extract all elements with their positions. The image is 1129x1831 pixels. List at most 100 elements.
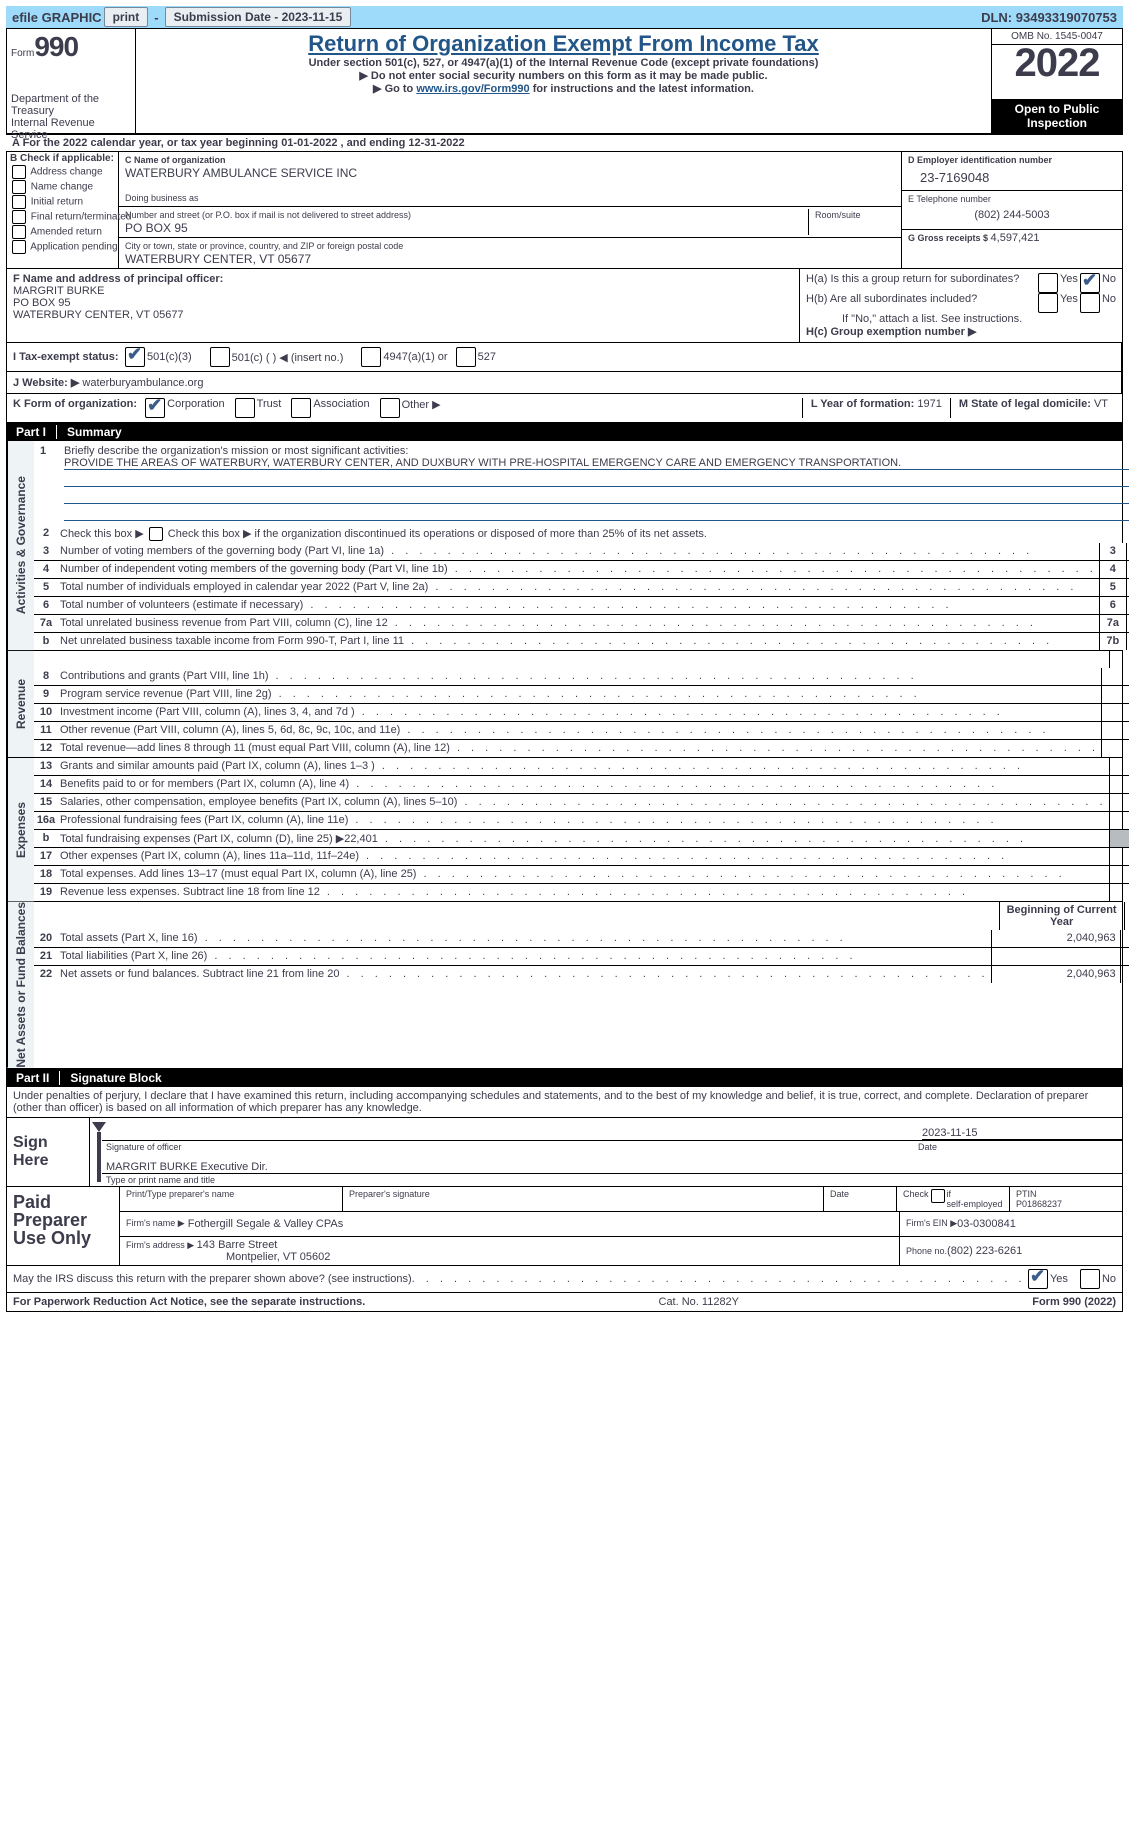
- checkbox-association[interactable]: [291, 398, 311, 418]
- efile-label: efile GRAPHIC: [12, 10, 102, 25]
- open-inspection: Open to Public Inspection: [992, 99, 1122, 133]
- line-22: 22 Net assets or fund balances. Subtract…: [34, 965, 1129, 983]
- governance-section: Activities & Governance 1 Briefly descri…: [6, 441, 1123, 651]
- checkbox-initial-return[interactable]: [12, 195, 26, 209]
- penalty-statement: Under penalties of perjury, I declare th…: [6, 1087, 1123, 1118]
- line-20: 20 Total assets (Part X, line 16) 2,040,…: [34, 930, 1129, 947]
- gov-line-6: 6 Total number of volunteers (estimate i…: [34, 596, 1129, 614]
- checkbox-ha-no[interactable]: ✔: [1080, 273, 1100, 293]
- form-header: Form990 Department of the Treasury Inter…: [6, 28, 1123, 135]
- ein-value: 23-7169048: [908, 166, 1116, 185]
- checkbox-ha-yes[interactable]: [1038, 273, 1058, 293]
- omb-block: OMB No. 1545-0047 2022 Open to Public In…: [991, 29, 1122, 133]
- checkbox-discuss-no[interactable]: [1080, 1269, 1100, 1289]
- footer-cat: Cat. No. 11282Y: [659, 1296, 740, 1308]
- firm-ein: 03-0300841: [957, 1218, 1016, 1230]
- line-15: 15 Salaries, other compensation, employe…: [34, 793, 1129, 811]
- line-b: b Total fundraising expenses (Part IX, c…: [34, 829, 1129, 847]
- checkbox-amended[interactable]: [12, 225, 26, 239]
- net-assets-section: Net Assets or Fund Balances Beginning of…: [6, 902, 1123, 1069]
- org-address: PO BOX 95: [125, 221, 808, 235]
- checkbox-name-change[interactable]: [12, 180, 26, 194]
- website-value: waterburyambulance.org: [82, 377, 203, 389]
- sign-here-label: Sign Here: [7, 1118, 90, 1186]
- checkbox-address-change[interactable]: [12, 165, 26, 179]
- org-name: WATERBURY AMBULANCE SERVICE INC: [125, 166, 895, 180]
- irs-label: Internal Revenue Service: [11, 117, 131, 141]
- line-12: 12 Total revenue—add lines 8 through 11 …: [34, 739, 1129, 757]
- line-11: 11 Other revenue (Part VIII, column (A),…: [34, 721, 1129, 739]
- year-formation: 1971: [917, 398, 941, 410]
- ptin-value: P01868237: [1016, 1199, 1062, 1209]
- line-21: 21 Total liabilities (Part X, line 26) 0: [34, 947, 1129, 965]
- part-2-header: Part II Signature Block: [6, 1069, 1123, 1087]
- checkbox-501c[interactable]: [210, 347, 230, 367]
- line-17: 17 Other expenses (Part IX, column (A), …: [34, 847, 1129, 865]
- firm-phone: (802) 223-6261: [947, 1245, 1022, 1257]
- checkbox-corporation[interactable]: ✔: [145, 398, 165, 418]
- checkbox-other[interactable]: [380, 398, 400, 418]
- checkbox-self-employed[interactable]: [931, 1189, 945, 1203]
- tax-year: 2022: [992, 45, 1122, 99]
- officer-name-title: MARGRIT BURKE Executive Dir.: [102, 1153, 1122, 1173]
- line-18: 18 Total expenses. Add lines 13–17 (must…: [34, 865, 1129, 883]
- mission-text: PROVIDE THE AREAS OF WATERBURY, WATERBUR…: [64, 457, 1129, 470]
- tax-year-bar: A For the 2022 calendar year, or tax yea…: [6, 135, 1123, 152]
- checkbox-application-pending[interactable]: [12, 240, 26, 254]
- expenses-section: Expenses 13 Grants and similar amounts p…: [6, 758, 1123, 902]
- footer-row: For Paperwork Reduction Act Notice, see …: [6, 1293, 1123, 1312]
- line-13: 13 Grants and similar amounts paid (Part…: [34, 758, 1129, 775]
- end-year-header: End of Year: [1125, 902, 1129, 930]
- tab-expenses: Expenses: [7, 758, 34, 901]
- form-title[interactable]: Return of Organization Exempt From Incom…: [140, 31, 987, 57]
- discuss-row: May the IRS discuss this return with the…: [6, 1266, 1123, 1293]
- checkbox-4947[interactable]: [361, 347, 381, 367]
- gross-receipts: 4,597,421: [991, 232, 1040, 244]
- line-10: 10 Investment income (Part VIII, column …: [34, 703, 1129, 721]
- dln-label: DLN: 93493319070753: [981, 10, 1117, 25]
- line-19: 19 Revenue less expenses. Subtract line …: [34, 883, 1129, 901]
- part-1-header: Part I Summary: [6, 423, 1123, 441]
- tab-governance: Activities & Governance: [7, 441, 34, 650]
- footer-right: Form 990 (2022): [1032, 1296, 1116, 1308]
- gov-line-5: 5 Total number of individuals employed i…: [34, 578, 1129, 596]
- firm-address: 143 Barre Street: [197, 1239, 278, 1251]
- sign-date: 2023-11-15: [922, 1127, 1122, 1140]
- checkbox-hb-yes[interactable]: [1038, 293, 1058, 313]
- checkbox-final-return[interactable]: [12, 210, 26, 224]
- name-address-block: C Name of organization WATERBURY AMBULAN…: [119, 152, 901, 268]
- tax-exempt-status-row: I Tax-exempt status: ✔ 501(c)(3) 501(c) …: [6, 343, 1123, 394]
- header-info-block: B Check if applicable: Address change Na…: [6, 152, 1123, 269]
- gov-line-3: 3 Number of voting members of the govern…: [34, 543, 1129, 560]
- checkbox-hb-no[interactable]: [1080, 293, 1100, 313]
- submission-date-button[interactable]: Submission Date - 2023-11-15: [165, 7, 352, 27]
- paid-preparer-block: Paid Preparer Use Only Print/Type prepar…: [6, 1187, 1123, 1266]
- tab-revenue: Revenue: [7, 651, 34, 757]
- checkbox-trust[interactable]: [235, 398, 255, 418]
- state-domicile: VT: [1094, 398, 1108, 410]
- checkbox-501c3[interactable]: ✔: [125, 347, 145, 367]
- line-14: 14 Benefits paid to or for members (Part…: [34, 775, 1129, 793]
- form-number-block: Form990 Department of the Treasury Inter…: [7, 29, 136, 133]
- form-subtitle-2: ▶ Do not enter social security numbers o…: [140, 69, 987, 82]
- tab-net-assets: Net Assets or Fund Balances: [7, 902, 34, 1068]
- check-column-b: B Check if applicable: Address change Na…: [7, 152, 119, 268]
- checkbox-527[interactable]: [456, 347, 476, 367]
- firm-name: Fothergill Segale & Valley CPAs: [188, 1218, 344, 1230]
- print-button[interactable]: print: [104, 7, 149, 27]
- paid-preparer-label: Paid Preparer Use Only: [7, 1187, 120, 1265]
- form-title-block: Return of Organization Exempt From Incom…: [136, 29, 991, 133]
- gov-line-7a: 7a Total unrelated business revenue from…: [34, 614, 1129, 632]
- checkbox-discuss-yes[interactable]: ✔: [1028, 1269, 1048, 1289]
- mission-block: 1 Briefly describe the organization's mi…: [34, 441, 1129, 525]
- line-16a: 16a Professional fundraising fees (Part …: [34, 811, 1129, 829]
- officer-name: MARGRIT BURKE: [13, 285, 104, 297]
- form990-link[interactable]: www.irs.gov/Form990: [416, 83, 529, 95]
- form-subtitle-3: ▶ Go to www.irs.gov/Form990 for instruct…: [140, 82, 987, 95]
- gov-line-4: 4 Number of independent voting members o…: [34, 560, 1129, 578]
- form-org-row: K Form of organization: ✔ Corporation Tr…: [6, 394, 1123, 423]
- efile-toolbar: efile GRAPHIC print - Submission Date - …: [6, 6, 1123, 28]
- checkbox-discontinued[interactable]: [149, 527, 163, 541]
- beginning-year-header: Beginning of Current Year: [1000, 902, 1125, 930]
- gov-line-b: b Net unrelated business taxable income …: [34, 632, 1129, 650]
